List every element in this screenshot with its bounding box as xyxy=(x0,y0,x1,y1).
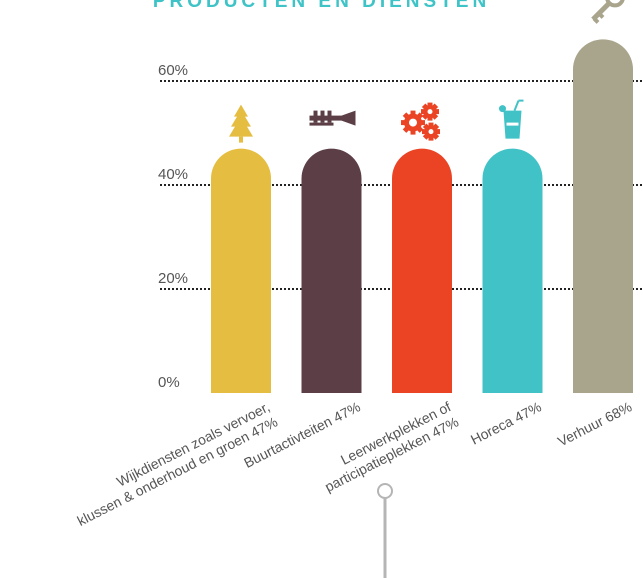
y-tick-label: 60% xyxy=(158,62,188,79)
key-icon xyxy=(591,0,625,24)
y-tick-label: 20% xyxy=(158,270,188,287)
bar xyxy=(301,148,362,393)
y-tick-label: 40% xyxy=(158,166,188,183)
category-label: Verhuur 68% xyxy=(555,398,634,449)
decorative-ornament xyxy=(377,483,393,578)
tree-icon xyxy=(229,104,253,143)
bars-layer xyxy=(211,39,633,394)
icons-layer xyxy=(229,0,625,143)
gears-icon xyxy=(401,102,440,141)
bar xyxy=(482,148,543,393)
y-tick-label: 0% xyxy=(158,374,180,391)
category-label: Horeca 47% xyxy=(468,398,544,447)
bar xyxy=(211,148,271,393)
trumpet-icon xyxy=(309,110,356,126)
bar xyxy=(392,148,452,393)
labels-layer: Wijkdiensten zoals vervoer,klussen & ond… xyxy=(74,398,634,529)
drink-icon xyxy=(499,99,524,139)
chart-title: PRODUCTEN EN DIENSTEN xyxy=(152,0,491,12)
bar xyxy=(573,39,633,394)
